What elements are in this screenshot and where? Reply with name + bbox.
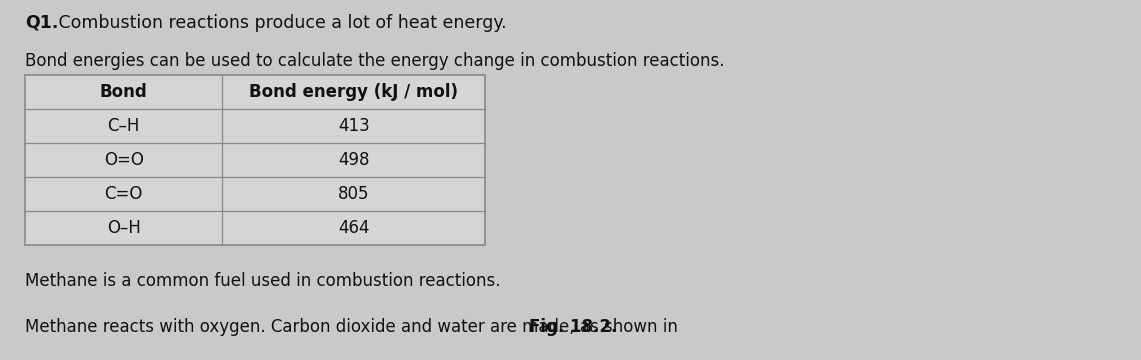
Text: Bond energy (kJ / mol): Bond energy (kJ / mol) — [249, 83, 459, 101]
Text: O–H: O–H — [107, 219, 140, 237]
Text: Combustion reactions produce a lot of heat energy.: Combustion reactions produce a lot of he… — [54, 14, 507, 32]
Text: Q1.: Q1. — [25, 14, 58, 32]
Text: O=O: O=O — [104, 151, 144, 169]
Text: Fig. 18.2.: Fig. 18.2. — [529, 318, 617, 336]
Text: Bond: Bond — [100, 83, 147, 101]
Text: 805: 805 — [338, 185, 370, 203]
Text: 464: 464 — [338, 219, 370, 237]
Text: C=O: C=O — [105, 185, 143, 203]
Text: 413: 413 — [338, 117, 370, 135]
Text: Bond energies can be used to calculate the energy change in combustion reactions: Bond energies can be used to calculate t… — [25, 52, 725, 70]
Text: Methane reacts with oxygen. Carbon dioxide and water are made, as shown in: Methane reacts with oxygen. Carbon dioxi… — [25, 318, 683, 336]
Bar — [25, 75, 485, 245]
Text: Methane is a common fuel used in combustion reactions.: Methane is a common fuel used in combust… — [25, 272, 501, 290]
Text: C–H: C–H — [107, 117, 140, 135]
Text: 498: 498 — [338, 151, 370, 169]
